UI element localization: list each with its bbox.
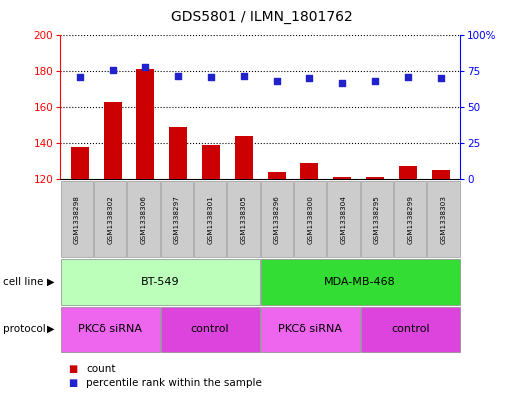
Point: [272, 78, 281, 84]
Point: [338, 79, 346, 86]
Text: control: control: [391, 324, 429, 334]
Point: [436, 75, 445, 82]
Point: [76, 74, 84, 80]
Text: GSM1338305: GSM1338305: [241, 195, 246, 244]
Text: ■: ■: [68, 378, 77, 388]
Bar: [431, 170, 450, 179]
Point: [404, 74, 412, 80]
Text: GSM1338298: GSM1338298: [74, 195, 80, 244]
Text: GSM1338295: GSM1338295: [374, 195, 380, 244]
Text: percentile rank within the sample: percentile rank within the sample: [86, 378, 262, 388]
Text: MDA-MB-468: MDA-MB-468: [324, 277, 396, 287]
Text: control: control: [191, 324, 230, 334]
Text: GSM1338302: GSM1338302: [107, 195, 113, 244]
Text: GSM1338297: GSM1338297: [174, 195, 180, 244]
Point: [371, 78, 379, 84]
Text: GSM1338300: GSM1338300: [307, 195, 313, 244]
Text: GSM1338296: GSM1338296: [274, 195, 280, 244]
Text: GSM1338301: GSM1338301: [207, 195, 213, 244]
Text: ▶: ▶: [47, 324, 54, 334]
Text: cell line: cell line: [3, 277, 43, 287]
Text: protocol: protocol: [3, 324, 46, 334]
Point: [141, 64, 150, 70]
Bar: [399, 166, 417, 179]
Bar: [333, 177, 351, 179]
Point: [207, 74, 215, 80]
Bar: [366, 177, 384, 179]
Bar: [202, 145, 220, 179]
Point: [305, 75, 314, 82]
Bar: [268, 172, 286, 179]
Text: GDS5801 / ILMN_1801762: GDS5801 / ILMN_1801762: [170, 10, 353, 24]
Text: PKCδ siRNA: PKCδ siRNA: [78, 324, 142, 334]
Bar: [71, 147, 89, 179]
Text: count: count: [86, 364, 116, 374]
Bar: [235, 136, 253, 179]
Point: [108, 67, 117, 73]
Bar: [137, 70, 154, 179]
Text: ■: ■: [68, 364, 77, 374]
Point: [174, 72, 183, 79]
Point: [240, 72, 248, 79]
Bar: [300, 163, 319, 179]
Text: GSM1338306: GSM1338306: [141, 195, 146, 244]
Text: GSM1338303: GSM1338303: [440, 195, 447, 244]
Text: PKCδ siRNA: PKCδ siRNA: [278, 324, 342, 334]
Text: GSM1338299: GSM1338299: [407, 195, 413, 244]
Text: BT-549: BT-549: [141, 277, 179, 287]
Bar: [169, 127, 187, 179]
Bar: [104, 102, 122, 179]
Text: ▶: ▶: [47, 277, 54, 287]
Text: GSM1338304: GSM1338304: [340, 195, 347, 244]
